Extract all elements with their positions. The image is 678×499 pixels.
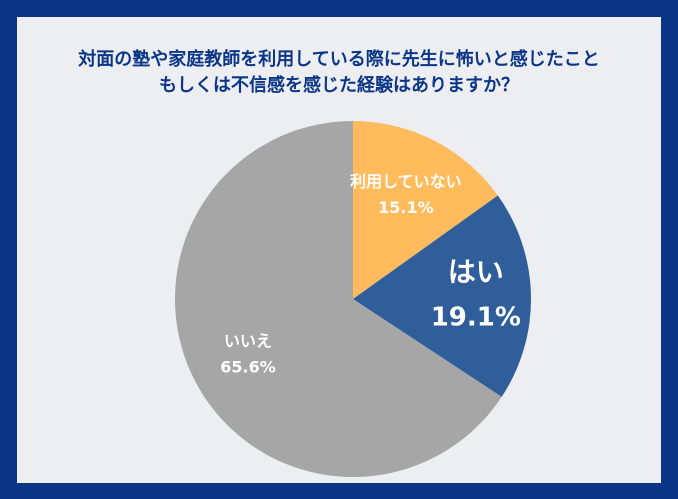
slice-value-0: 15.1% bbox=[378, 198, 434, 217]
chart-title: 対面の塾や家庭教師を利用している際に先生に怖いと感じたこと もしくは不信感を感じ… bbox=[17, 47, 661, 99]
chart-title-line-1: 対面の塾や家庭教師を利用している際に先生に怖いと感じたこと bbox=[78, 49, 600, 70]
slice-label-2: いいえ bbox=[224, 332, 272, 351]
pie-slice-0 bbox=[353, 121, 498, 299]
slice-value-2: 65.6% bbox=[220, 358, 276, 377]
pie-slice-2 bbox=[175, 121, 502, 478]
pie-slice-1 bbox=[353, 195, 532, 397]
slice-label-0: 利用していない bbox=[350, 172, 462, 191]
slice-value-1: 19.1% bbox=[431, 303, 521, 333]
slice-label-1: はい bbox=[448, 256, 504, 289]
chart-title-line-2: もしくは不信感を感じた経験はありますか？ bbox=[159, 75, 519, 96]
